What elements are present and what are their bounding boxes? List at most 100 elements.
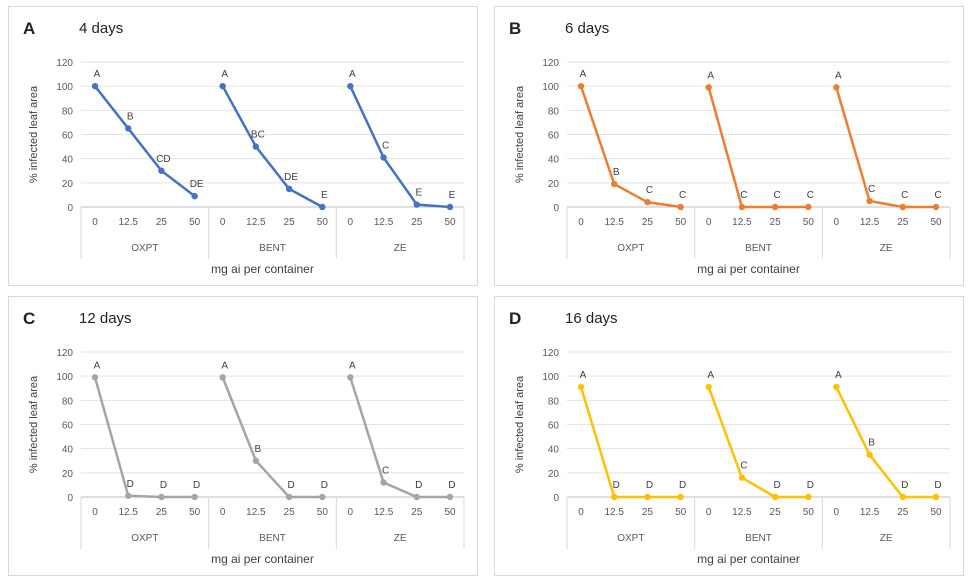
data-point — [252, 143, 260, 150]
series-line-bent — [221, 85, 323, 209]
series-line-ze — [835, 87, 936, 209]
y-tick-label: 40 — [62, 445, 74, 456]
data-point — [932, 493, 940, 501]
significance-label: C — [901, 190, 908, 201]
data-point — [285, 185, 293, 193]
y-tick-label: 0 — [67, 493, 73, 504]
significance-label: D — [679, 480, 686, 491]
x-axis-title: mg ai per container — [211, 262, 314, 276]
significance-label: A — [835, 70, 842, 81]
data-point — [771, 203, 779, 211]
significance-label: B — [127, 111, 134, 122]
y-tick-label: 100 — [542, 372, 559, 383]
x-tick-label: 12.5 — [604, 507, 624, 518]
data-point — [771, 493, 779, 501]
data-point — [577, 383, 585, 391]
group-label: OXPT — [131, 533, 158, 544]
y-tick-label: 40 — [548, 155, 560, 166]
x-axis-title: mg ai per container — [697, 262, 800, 276]
data-point — [158, 493, 165, 501]
x-tick-label: 25 — [411, 217, 423, 228]
significance-label: C — [679, 190, 686, 201]
x-tick-label: 12.5 — [374, 217, 394, 228]
group-label: ZE — [880, 243, 893, 254]
data-point — [347, 82, 354, 90]
x-tick-label: 50 — [930, 507, 942, 518]
y-tick-label: 20 — [62, 469, 74, 480]
x-tick-label: 12.5 — [118, 507, 138, 518]
data-point — [644, 198, 651, 206]
significance-label: A — [349, 69, 356, 80]
y-tick-label: 80 — [62, 106, 74, 117]
group-label: OXPT — [617, 533, 644, 544]
significance-label: A — [94, 360, 101, 371]
significance-label: D — [127, 479, 134, 490]
y-tick-label: 60 — [548, 421, 560, 432]
y-tick-label: 40 — [62, 155, 74, 166]
significance-label: A — [221, 69, 228, 80]
series-line-oxpt — [93, 377, 195, 499]
y-tick-label: 20 — [548, 469, 560, 480]
x-tick-label: 50 — [675, 217, 687, 228]
x-tick-label: 50 — [317, 507, 329, 518]
x-tick-label: 50 — [189, 507, 201, 518]
significance-label: D — [193, 480, 200, 491]
series-line-ze — [349, 85, 451, 209]
y-tick-label: 100 — [56, 82, 73, 93]
data-point — [319, 203, 326, 211]
significance-label: C — [807, 190, 814, 201]
panel-letter: B — [509, 19, 522, 38]
series-line-oxpt — [579, 386, 681, 499]
data-point — [899, 493, 906, 501]
y-tick-label: 20 — [548, 179, 560, 190]
significance-label: B — [255, 444, 262, 455]
significance-label: D — [646, 480, 653, 491]
data-point — [866, 451, 873, 458]
data-point — [705, 84, 712, 91]
significance-label: E — [449, 190, 456, 201]
x-tick-label: 0 — [834, 217, 840, 228]
series-line-ze — [835, 386, 936, 499]
series-line-oxpt — [94, 85, 196, 198]
y-tick-label: 0 — [553, 203, 559, 214]
data-point — [413, 201, 420, 208]
x-tick-label: 50 — [675, 507, 687, 518]
x-tick-label: 0 — [92, 507, 98, 518]
chart-svg: 0 20 40 60 80 100 120 0 12.5 25 50 OXPT 0 12.5 25 50 BEN… — [28, 58, 465, 276]
data-point — [319, 493, 326, 501]
panel-letter: C — [23, 309, 36, 328]
y-axis-title: % infected leaf area — [514, 375, 526, 473]
x-tick-label: 0 — [578, 217, 584, 228]
data-point — [380, 479, 387, 486]
x-axis-title: mg ai per container — [697, 552, 800, 566]
group-label: OXPT — [131, 243, 158, 254]
significance-label: CD — [156, 154, 170, 165]
data-point — [380, 154, 387, 161]
significance-label: A — [835, 370, 842, 381]
panel-b: B 6 days 0 20 40 60 80 100 120 0 12.5 25 50 OXPT 0 12… — [494, 6, 964, 286]
group-label: ZE — [394, 533, 407, 544]
data-point — [577, 82, 585, 90]
significance-label: C — [868, 184, 875, 195]
group-label: BENT — [259, 243, 286, 254]
x-tick-label: 25 — [770, 217, 782, 228]
y-tick-label: 120 — [56, 58, 73, 69]
group-label: BENT — [745, 533, 772, 544]
x-tick-label: 12.5 — [860, 217, 880, 228]
significance-label: C — [934, 190, 941, 201]
data-point — [611, 493, 618, 501]
y-axis-title: % infected leaf area — [28, 85, 40, 183]
data-point — [899, 203, 906, 211]
x-tick-label: 12.5 — [732, 217, 752, 228]
x-tick-label: 25 — [897, 217, 909, 228]
series-line-ze — [349, 376, 450, 499]
data-point — [347, 374, 354, 381]
significance-label: D — [613, 480, 620, 491]
group-label: ZE — [880, 533, 893, 544]
data-point — [611, 180, 618, 188]
significance-label: C — [773, 190, 780, 201]
significance-label: D — [901, 480, 908, 491]
chart-svg: 0 20 40 60 80 100 120 0 12.5 25 50 OXPT 0 12.5 25 50 BEN… — [514, 58, 951, 276]
y-axis-title: % infected leaf area — [514, 85, 526, 183]
significance-label: A — [94, 69, 101, 80]
